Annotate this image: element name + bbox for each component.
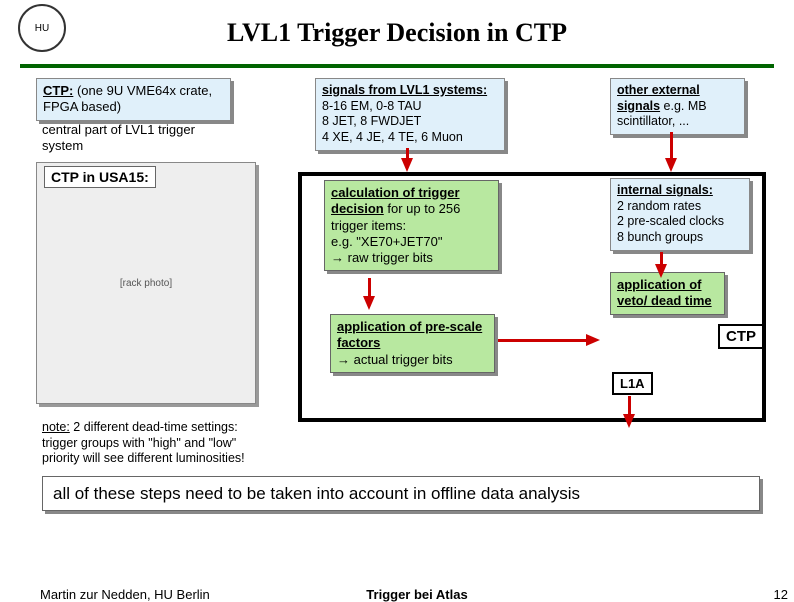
signals-lvl1-l1: 8-16 EM, 0-8 TAU — [322, 99, 498, 115]
arrow-down-3 — [665, 158, 677, 172]
ctp-subtext: central part of LVL1 trigger system — [36, 118, 231, 159]
external-signals-box: other external signals e.g. MB scintilla… — [610, 78, 745, 135]
arrow-line-4 — [670, 132, 673, 160]
logo-text: HU — [35, 23, 49, 34]
arrow-right-1 — [586, 334, 600, 346]
arrow-down-4 — [655, 264, 667, 278]
university-seal-icon: HU — [18, 4, 66, 52]
title-underline — [20, 64, 774, 68]
note-text: 2 different dead-time settings: trigger … — [42, 420, 245, 465]
signals-lvl1-box: signals from LVL1 systems: 8-16 EM, 0-8 … — [315, 78, 505, 151]
arrow-down-1 — [401, 158, 413, 172]
l1a-label: L1A — [612, 372, 653, 395]
veto-box: application of veto/ dead time — [610, 272, 725, 315]
ctp-small-label: CTP — [718, 324, 764, 349]
signals-lvl1-l3: 4 XE, 4 JE, 4 TE, 6 Muon — [322, 130, 498, 146]
internal-l2: 2 pre-scaled clocks — [617, 214, 743, 230]
slide-title: LVL1 Trigger Decision in CTP — [20, 18, 774, 48]
ctp-description-box: CTP: (one 9U VME64x crate, FPGA based) — [36, 78, 231, 121]
veto-heading: application of veto/ dead time — [617, 277, 712, 308]
internal-signals-box: internal signals: 2 random rates 2 pre-s… — [610, 178, 750, 251]
arrow-line-6 — [628, 396, 631, 416]
prescale-box: application of pre-scale factors → actua… — [330, 314, 495, 373]
calc-box: calculation of trigger decision for up t… — [324, 180, 499, 271]
prescale-text: → actual trigger bits — [337, 352, 488, 368]
note-label: note: — [42, 420, 70, 434]
arrow-line-2 — [368, 278, 371, 298]
signals-lvl1-l2: 8 JET, 8 FWDJET — [322, 114, 498, 130]
offline-analysis-box: all of these steps need to be taken into… — [42, 476, 760, 511]
slide-root: HU LVL1 Trigger Decision in CTP CTP: (on… — [0, 0, 794, 595]
photo-label: [rack photo] — [120, 278, 172, 289]
signals-lvl1-heading: signals from LVL1 systems: — [322, 83, 498, 99]
content-area: CTP: (one 9U VME64x crate, FPGA based) c… — [20, 76, 774, 536]
prescale-heading: application of pre-scale factors — [337, 319, 482, 350]
internal-l3: 8 bunch groups — [617, 230, 743, 246]
note-box: note: 2 different dead-time settings: tr… — [36, 416, 271, 471]
arrow-down-5 — [623, 414, 635, 428]
rack-photo-placeholder: [rack photo] — [36, 162, 256, 404]
usa15-label: CTP in USA15: — [44, 166, 156, 188]
calc-text3: → raw trigger bits — [331, 250, 492, 266]
arrow-line-3 — [498, 339, 588, 342]
calc-text2: e.g. "XE70+JET70" — [331, 234, 492, 250]
internal-heading: internal signals: — [617, 183, 743, 199]
arrow-down-2 — [363, 296, 375, 310]
internal-l1: 2 random rates — [617, 199, 743, 215]
ctp-heading: CTP: — [43, 83, 73, 98]
